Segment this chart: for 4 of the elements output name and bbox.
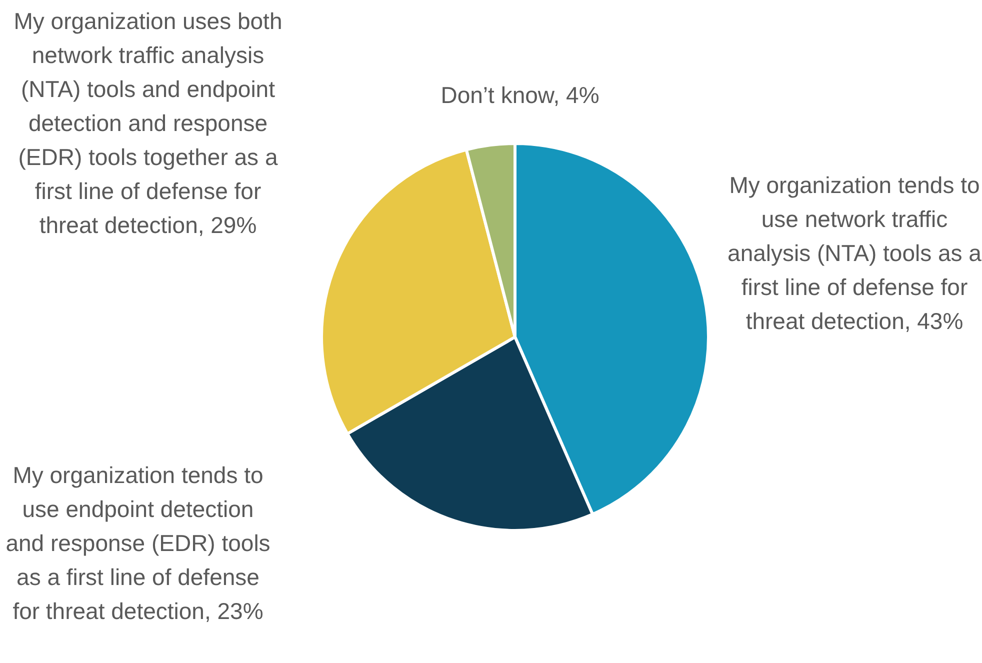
slice-label: My organization tends to use network traffic analysis (NTA) tools as a first line of defense for threat detection, 43%: [726, 171, 982, 336]
slice-label: My organization tends to use endpoint detection and response (EDR) tools as a first line of defense for threat detection, 23%: [4, 461, 272, 626]
slice-label: Don’t know, 4%: [440, 81, 600, 110]
slice-label: My organization uses both network traffic analysis (NTA) tools and endpoint detection and response (EDR) tools together as a first line of defense for threat detection, 29%: [12, 7, 284, 240]
